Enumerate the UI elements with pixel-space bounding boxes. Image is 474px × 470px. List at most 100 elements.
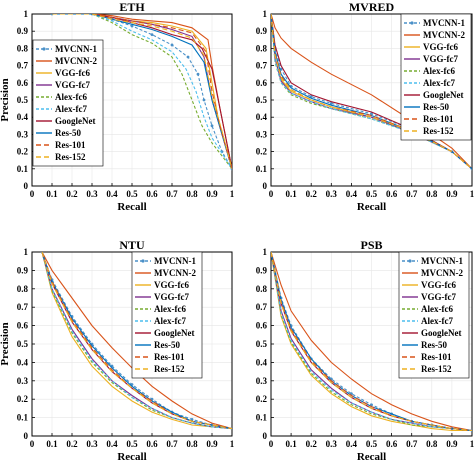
x-tick-label: 0.7 xyxy=(166,189,178,199)
y-tick-label: 0.4 xyxy=(17,357,29,367)
x-tick-label: 0.3 xyxy=(326,439,338,449)
series-point xyxy=(309,95,313,98)
series-point xyxy=(190,418,194,421)
legend-label: GoogleNet xyxy=(423,90,464,100)
legend-label: MVCNN-2 xyxy=(154,268,196,278)
legend-label: VGG-fc7 xyxy=(421,292,456,302)
x-tick-label: 1 xyxy=(470,189,474,199)
series-line-googlenet xyxy=(271,14,472,170)
y-tick-label: 0 xyxy=(24,431,29,441)
y-tick-label: 0.7 xyxy=(17,61,29,71)
legend-label: Alex-fc7 xyxy=(423,78,455,88)
y-tick-label: 0.1 xyxy=(17,164,29,174)
legend-label: VGG-fc6 xyxy=(55,68,90,78)
x-tick-label: 1 xyxy=(470,439,474,449)
legend-label: Alex-fc6 xyxy=(154,304,186,314)
legend-label: MVCNN-1 xyxy=(421,256,463,266)
y-tick-label: 0.4 xyxy=(17,112,29,122)
y-tick-label: 1 xyxy=(263,9,268,19)
x-tick-label: 0.8 xyxy=(186,189,198,199)
x-axis-label: Recall xyxy=(357,201,386,213)
series-point xyxy=(150,33,154,37)
legend-label: Alex-fc6 xyxy=(55,92,87,102)
series-group xyxy=(271,252,472,432)
y-tick-label: 0.9 xyxy=(256,265,268,275)
x-tick-label: 0.4 xyxy=(106,189,118,199)
legend-label: VGG-fc6 xyxy=(421,280,456,290)
y-tick-label: 0 xyxy=(263,181,268,191)
series-line-res-152 xyxy=(271,252,472,432)
legend: MVCNN-1 MVCNN-2 VGG-fc6 VGG-fc7 Alex-fc6 Alex… xyxy=(131,251,203,379)
legend-label: Res-50 xyxy=(154,340,180,350)
x-tick-label: 0 xyxy=(30,439,35,449)
series-line-alex-fc6 xyxy=(52,14,232,170)
series-line-mvcnn-1 xyxy=(271,252,472,432)
x-tick-label: 0 xyxy=(30,189,35,199)
series-line-alex-fc6 xyxy=(271,14,472,170)
y-tick-label: 0.2 xyxy=(256,394,268,404)
y-tick-label: 0.2 xyxy=(17,147,29,157)
series-line-alex-fc7 xyxy=(271,252,472,432)
x-tick-label: 0.6 xyxy=(146,189,158,199)
series-line-alex-fc7 xyxy=(41,252,232,430)
x-tick-label: 0.9 xyxy=(206,439,218,449)
y-tick-label: 0.3 xyxy=(256,129,268,139)
y-tick-label: 0.6 xyxy=(256,321,268,331)
legend-marker xyxy=(408,259,412,263)
legend-label: MVCNN-1 xyxy=(423,18,465,28)
x-tick-label: 0.4 xyxy=(346,439,358,449)
series-line-res-152 xyxy=(271,14,472,170)
legend-label: GoogleNet xyxy=(421,328,462,338)
y-tick-label: 0.2 xyxy=(256,147,268,157)
y-tick-label: 0.4 xyxy=(256,112,268,122)
x-tick-label: 0 xyxy=(269,439,274,449)
legend-label: Alex-fc7 xyxy=(55,104,87,114)
series-point xyxy=(170,43,174,47)
y-tick-label: 0.9 xyxy=(17,265,29,275)
legend-label: Alex-fc6 xyxy=(421,304,453,314)
y-tick-label: 0.7 xyxy=(256,302,268,312)
x-tick-label: 0.2 xyxy=(306,189,318,199)
y-tick-label: 0.3 xyxy=(256,376,268,386)
x-tick-label: 0.3 xyxy=(86,439,98,449)
x-tick-label: 0.3 xyxy=(86,189,98,199)
chart-title: ETH xyxy=(119,0,145,14)
x-tick-label: 0.1 xyxy=(285,189,297,199)
legend-label: VGG-fc6 xyxy=(154,280,189,290)
chart-panel-mvred: 0 0.1 0.2 0.3 0.4 0.5 0.6 0.7 0.8 0.9 1 0 0.1 0.2 0.3 0… xyxy=(256,0,474,213)
x-axis-label: Recall xyxy=(357,451,386,463)
series-point xyxy=(186,55,190,59)
legend-label: MVCNN-2 xyxy=(55,56,97,66)
y-tick-label: 1 xyxy=(24,9,29,19)
legend-label: VGG-fc6 xyxy=(423,42,458,52)
y-tick-label: 0.5 xyxy=(256,339,268,349)
y-tick-label: 1 xyxy=(24,247,29,257)
y-tick-label: 0.7 xyxy=(256,61,268,71)
legend-marker xyxy=(410,21,414,25)
x-tick-label: 0.8 xyxy=(426,439,438,449)
chart-title: MVRED xyxy=(349,0,395,14)
legend-label: VGG-fc7 xyxy=(154,292,189,302)
y-tick-label: 0.1 xyxy=(256,413,268,423)
legend-marker xyxy=(141,259,145,263)
legend-label: GoogleNet xyxy=(154,328,195,338)
legend-label: Alex-fc6 xyxy=(423,66,455,76)
series-point xyxy=(130,24,134,28)
y-tick-label: 0.8 xyxy=(256,43,268,53)
series-line-vgg-fc6 xyxy=(271,252,472,432)
x-tick-label: 0.4 xyxy=(346,189,358,199)
legend-label: Res-101 xyxy=(423,114,454,124)
legend-label: Res-50 xyxy=(421,340,447,350)
legend-label: Res-50 xyxy=(55,128,81,138)
y-tick-label: 0.9 xyxy=(17,26,29,36)
series-line-alex-fc6 xyxy=(41,252,232,430)
y-tick-label: 0 xyxy=(263,431,268,441)
x-tick-label: 0.1 xyxy=(46,439,58,449)
y-tick-label: 0.5 xyxy=(17,95,29,105)
series-point xyxy=(370,112,373,116)
y-tick-label: 0.8 xyxy=(17,43,29,53)
y-tick-label: 0.8 xyxy=(256,284,268,294)
legend-label: MVCNN-1 xyxy=(55,44,97,54)
series-line-vgg-fc6 xyxy=(41,252,232,430)
